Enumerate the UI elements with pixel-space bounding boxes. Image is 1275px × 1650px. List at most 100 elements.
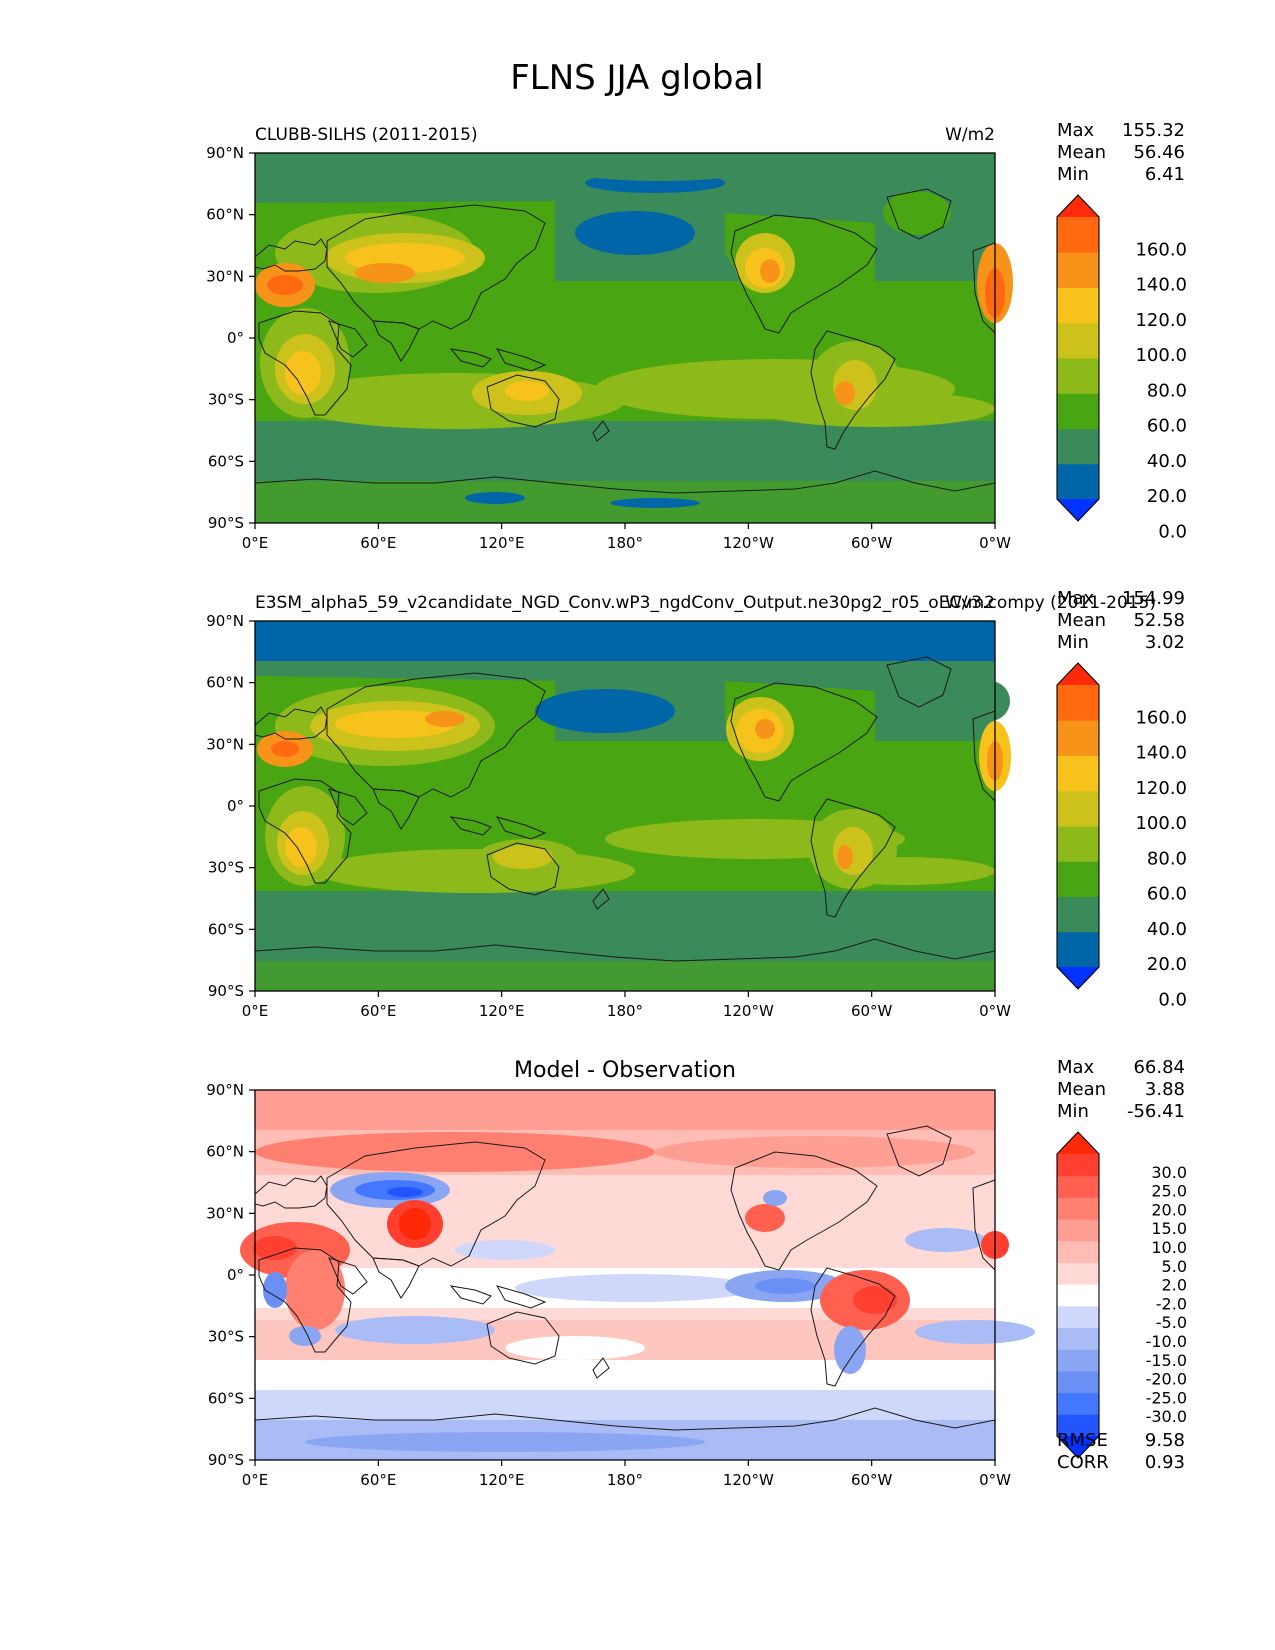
- x-tick-label: 120°E: [479, 1002, 525, 1020]
- colorbar-swatch: [1057, 861, 1099, 897]
- stat-rmse-value: 9.58: [1145, 1430, 1185, 1451]
- x-tick-label: 0°W: [979, 1002, 1011, 1020]
- colorbar-swatch: [1057, 1327, 1099, 1350]
- figure-title: FLNS JJA global: [510, 58, 764, 98]
- colorbar-label: 10.0: [1151, 1238, 1187, 1257]
- colorbar-label: 40.0: [1147, 451, 1187, 472]
- colorbar-label: 140.0: [1135, 743, 1187, 764]
- colorbar-outline: [1056, 194, 1100, 522]
- colorbar-label: 20.0: [1151, 1200, 1187, 1219]
- colorbar: 160.0 140.0 120.0 100.0 80.0 60.0 40.0 20.0 0.0: [1056, 194, 1187, 542]
- colorbar-label: 0.0: [1158, 521, 1187, 542]
- y-tick-label: 0°: [227, 797, 244, 815]
- y-tick-label: 60°S: [208, 1389, 244, 1407]
- stat-min-label: Min: [1057, 632, 1089, 653]
- y-tick-label: 90°S: [208, 1451, 244, 1469]
- colorbar-swatch: [1057, 931, 1099, 968]
- colorbar-swatch: [1057, 1370, 1099, 1394]
- stat-min-value: 3.02: [1145, 632, 1185, 653]
- panel-reference: CLUBB-SILHS (2011-2015) W/m2: [206, 120, 1187, 552]
- colorbar: 30.025.020.015.010.05.02.0-2.0-5.0-10.0-…: [1056, 1131, 1187, 1459]
- x-tick-label: 60°E: [360, 1002, 396, 1020]
- colorbar-label: 20.0: [1147, 486, 1187, 507]
- colorbar-swatch: [1057, 685, 1099, 721]
- colorbar-swatch: [1057, 1262, 1099, 1285]
- y-tick-label: 60°N: [206, 674, 244, 692]
- x-tick-label: 60°E: [360, 1471, 396, 1489]
- y-tick-label: 30°N: [206, 1204, 244, 1222]
- stats-block: Max 66.84 Mean 3.88 Min -56.41: [1057, 1057, 1185, 1122]
- panel-left-label: CLUBB-SILHS (2011-2015): [255, 125, 478, 145]
- x-tick-label: 0°W: [979, 1471, 1011, 1489]
- stat-min-label: Min: [1057, 1101, 1089, 1122]
- map-field: [255, 621, 1011, 991]
- colorbar-label: 20.0: [1147, 954, 1187, 975]
- stat-max-label: Max: [1057, 1057, 1095, 1078]
- x-tick-label: 0°E: [242, 1471, 269, 1489]
- colorbar-swatch: [1057, 217, 1099, 253]
- stat-mean-value: 56.46: [1133, 142, 1185, 163]
- colorbar-label: 30.0: [1151, 1163, 1187, 1182]
- colorbar-swatch: [1057, 1219, 1099, 1242]
- y-tick-label: 0°: [227, 1266, 244, 1284]
- y-tick-label: 90°N: [206, 144, 244, 162]
- colorbar-label: -2.0: [1156, 1294, 1187, 1313]
- colorbar-label: 160.0: [1135, 707, 1187, 728]
- colorbar-swatch: [1057, 322, 1099, 359]
- x-tick-label: 60°E: [360, 534, 396, 552]
- panel-title: Model - Observation: [514, 1058, 736, 1083]
- colorbar-label: -20.0: [1146, 1370, 1187, 1389]
- y-tick-label: 60°N: [206, 206, 244, 224]
- y-tick-label: 30°S: [208, 1328, 244, 1346]
- colorbar-label: 5.0: [1162, 1257, 1187, 1276]
- y-tick-label: 60°N: [206, 1143, 244, 1161]
- x-tick-label: 120°W: [723, 1002, 774, 1020]
- colorbar-swatch: [1057, 287, 1099, 324]
- x-tick-label: 0°W: [979, 534, 1011, 552]
- colorbar-label: 60.0: [1147, 416, 1187, 437]
- colorbar-label: 15.0: [1151, 1219, 1187, 1238]
- colorbar-swatch: [1057, 358, 1099, 394]
- colorbar-label: 40.0: [1147, 919, 1187, 940]
- colorbar-outline: [1056, 1131, 1100, 1459]
- colorbar-extend-min: [1057, 1436, 1099, 1458]
- stat-corr-label: CORR: [1057, 1452, 1109, 1473]
- stat-min-value: 6.41: [1145, 164, 1185, 185]
- stat-min-value: -56.41: [1127, 1101, 1185, 1122]
- stat-mean-label: Mean: [1057, 142, 1106, 163]
- stat-max-value: 155.32: [1122, 120, 1185, 141]
- y-tick-label: 0°: [227, 329, 244, 347]
- panel-units-label: W/m2: [945, 125, 995, 145]
- colorbar-label: 80.0: [1147, 848, 1187, 869]
- map-field: [255, 153, 1013, 523]
- x-tick-label: 0°E: [242, 534, 269, 552]
- y-tick-label: 90°N: [206, 1081, 244, 1099]
- colorbar-label: 25.0: [1151, 1182, 1187, 1201]
- colorbar-extend-min: [1057, 967, 1099, 989]
- map-ticks: 0°E 60°E 120°E 180° 120°W 60°W 0°W 90°N 60°N 30°N…: [206, 612, 1011, 1020]
- stat-corr-value: 0.93: [1145, 1452, 1185, 1473]
- colorbar-swatch: [1057, 463, 1099, 500]
- stat-mean-label: Mean: [1057, 1079, 1106, 1100]
- stat-min-label: Min: [1057, 164, 1089, 185]
- colorbar-swatch: [1057, 1175, 1099, 1198]
- error-stats: RMSE 9.58 CORR 0.93: [1057, 1430, 1185, 1473]
- x-tick-label: 120°W: [723, 1471, 774, 1489]
- x-tick-label: 180°: [607, 1002, 643, 1020]
- stat-max-label: Max: [1057, 120, 1095, 141]
- map-ticks: 0°E 60°E 120°E 180° 120°W 60°W 0°W 90°N 60°N 30°N…: [206, 144, 1011, 552]
- colorbar-swatch: [1057, 1284, 1099, 1307]
- colorbar-swatch: [1057, 1240, 1099, 1263]
- colorbar-swatch: [1057, 1154, 1099, 1177]
- panel-units-label: W/m2: [945, 593, 995, 613]
- colorbar-swatch: [1057, 896, 1099, 933]
- y-tick-label: 30°N: [206, 267, 244, 285]
- colorbar-label: -30.0: [1146, 1407, 1187, 1426]
- x-tick-label: 120°E: [479, 534, 525, 552]
- colorbar-label: 60.0: [1147, 884, 1187, 905]
- x-tick-label: 120°E: [479, 1471, 525, 1489]
- y-tick-label: 60°S: [208, 452, 244, 470]
- colorbar-swatch: [1057, 1414, 1099, 1437]
- stat-rmse-label: RMSE: [1057, 1430, 1108, 1451]
- colorbar-swatch: [1057, 1349, 1099, 1372]
